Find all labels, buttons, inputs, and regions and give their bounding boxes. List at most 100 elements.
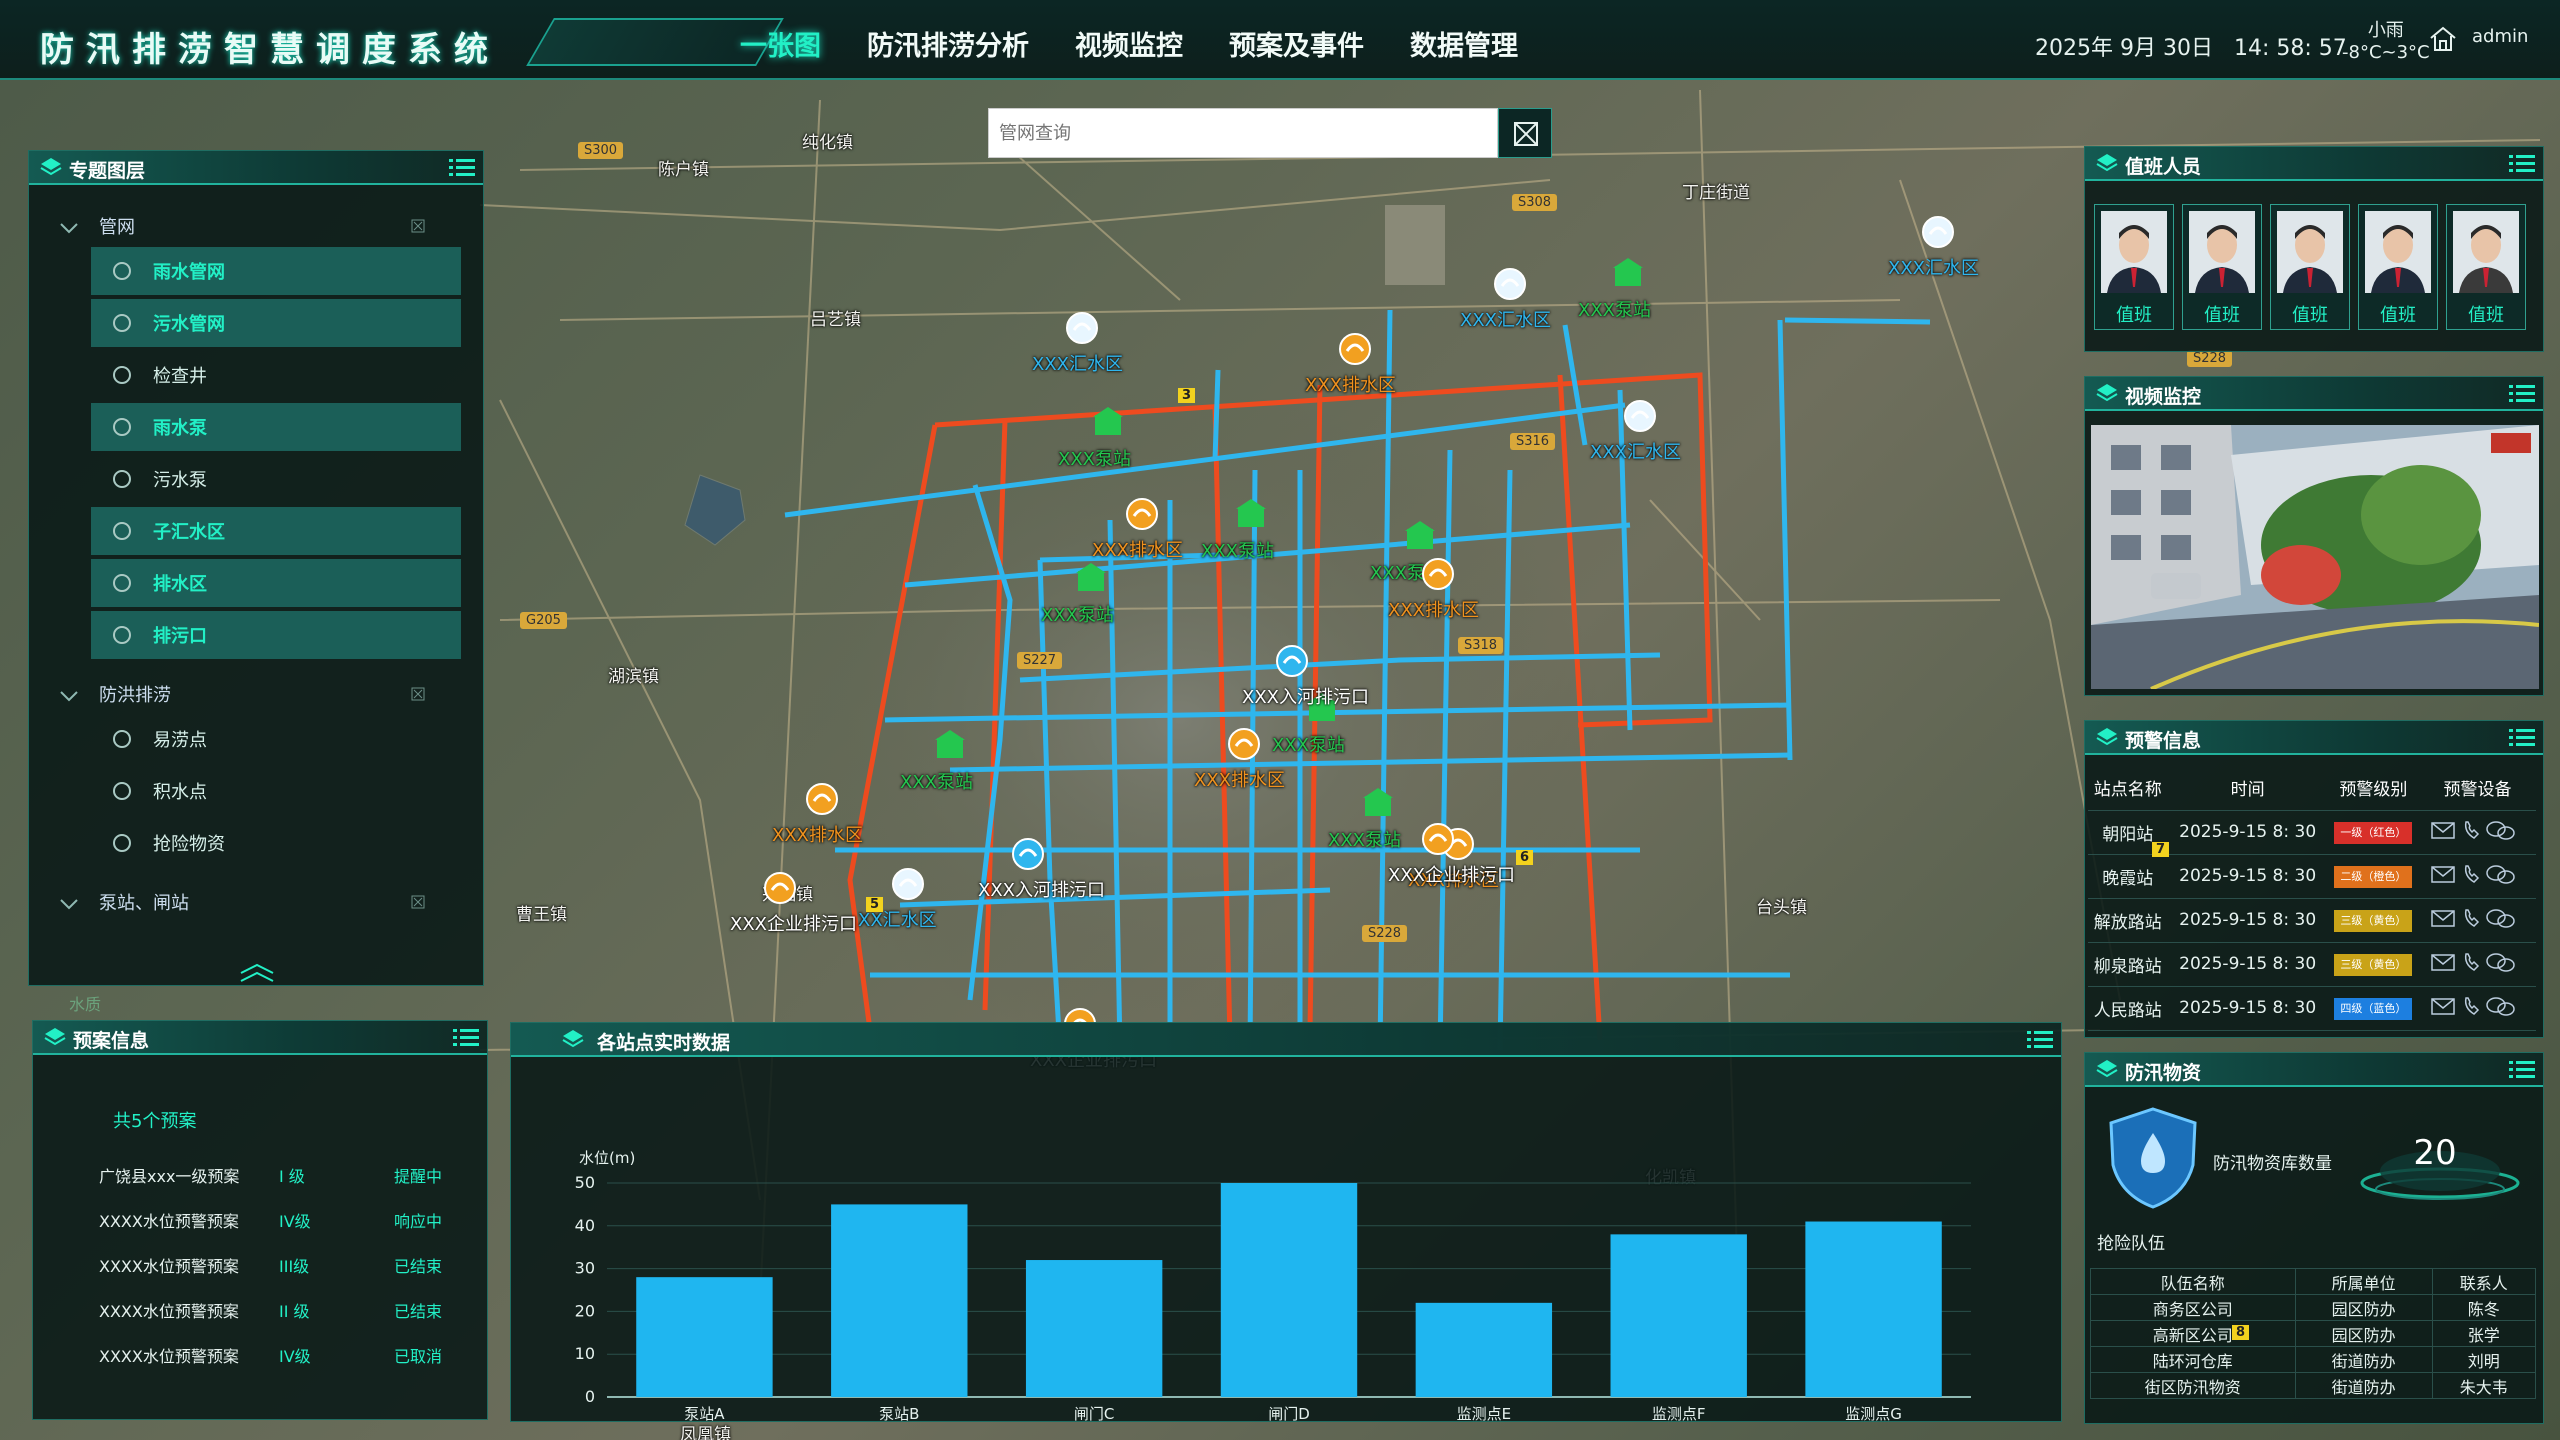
warning-row[interactable]: 朝阳站 2025-9-15 8: 30 一级（红色） <box>2088 810 2536 855</box>
menu-icon[interactable] <box>449 158 475 178</box>
bar[interactable] <box>636 1277 773 1397</box>
map-marker[interactable] <box>1420 821 1456 857</box>
search-input[interactable] <box>989 109 1495 157</box>
map-marker[interactable] <box>1233 497 1269 533</box>
bar[interactable] <box>1220 1183 1358 1397</box>
duty-person-card[interactable]: 值班 <box>2182 204 2262 330</box>
video-feed[interactable] <box>2091 425 2539 689</box>
layer-item[interactable]: 污水管网 <box>91 299 461 347</box>
wechat-icon[interactable] <box>2485 952 2515 972</box>
map-marker[interactable] <box>1622 398 1658 434</box>
map-marker[interactable] <box>1124 496 1160 532</box>
map-marker[interactable] <box>1420 556 1456 592</box>
map-marker[interactable] <box>932 728 968 764</box>
menu-icon[interactable] <box>453 1028 479 1048</box>
stock-ring <box>2360 1151 2520 1200</box>
map-marker[interactable] <box>804 781 840 817</box>
duty-person-card[interactable]: 值班 <box>2446 204 2526 330</box>
wechat-icon[interactable] <box>2485 908 2515 928</box>
plan-row[interactable]: XXXX水位预警预案 II 级 已结束 <box>99 1298 459 1328</box>
map-marker[interactable] <box>1402 519 1438 555</box>
map-marker[interactable] <box>1010 836 1046 872</box>
bar[interactable] <box>1610 1234 1747 1397</box>
layer-group-2[interactable]: 泵站、闸站 <box>29 889 485 919</box>
map-marker[interactable] <box>1073 561 1109 597</box>
map-marker[interactable] <box>1304 691 1340 727</box>
team-row[interactable]: 街区防汛物资 街道防办 朱大韦 <box>2090 1372 2537 1399</box>
team-row[interactable]: 商务区公司 园区防办 陈冬 <box>2090 1294 2537 1321</box>
duty-person-card[interactable]: 值班 <box>2094 204 2174 330</box>
plan-row[interactable]: XXXX水位预警预案 IV级 已取消 <box>99 1343 459 1373</box>
nav-data-management[interactable]: 数据管理 <box>1410 31 1518 62</box>
map-marker[interactable] <box>1337 331 1373 367</box>
plan-row[interactable]: 广饶县xxx一级预案 I 级 提醒中 <box>99 1163 459 1193</box>
bar[interactable] <box>831 1204 968 1397</box>
mail-icon[interactable] <box>2430 997 2455 1015</box>
map-marker[interactable] <box>1610 256 1646 292</box>
wechat-icon[interactable] <box>2485 820 2515 840</box>
nav-flood-analysis[interactable]: 防汛排涝分析 <box>867 31 1029 62</box>
layer-item[interactable]: 易涝点 <box>91 715 461 763</box>
layer-item[interactable]: 雨水泵 <box>91 403 461 451</box>
duty-person-card[interactable]: 值班 <box>2270 204 2350 330</box>
team-row[interactable]: 陆环河仓库 街道防办 刘明 <box>2090 1346 2537 1373</box>
menu-icon[interactable] <box>2509 728 2535 748</box>
layer-item[interactable]: 排污口 <box>91 611 461 659</box>
map-marker[interactable] <box>890 866 926 902</box>
layer-group-0[interactable]: 管网 <box>29 213 485 243</box>
search-button[interactable] <box>1498 108 1552 158</box>
wechat-icon[interactable] <box>2485 996 2515 1016</box>
phone-icon[interactable] <box>2464 820 2479 839</box>
layer-item[interactable]: 雨水管网 <box>91 247 461 295</box>
team-row[interactable]: 高新区公司 园区防办 张学 <box>2090 1320 2537 1347</box>
mail-icon[interactable] <box>2430 953 2455 971</box>
phone-icon[interactable] <box>2464 952 2479 971</box>
phone-icon[interactable] <box>2464 908 2479 927</box>
layer-item[interactable]: 污水泵 <box>91 455 461 503</box>
layer-item[interactable]: 抢险物资 <box>91 819 461 867</box>
duty-person-card[interactable]: 值班 <box>2358 204 2438 330</box>
menu-icon[interactable] <box>2509 154 2535 174</box>
wechat-icon[interactable] <box>2485 864 2515 884</box>
warning-row[interactable]: 柳泉路站 2025-9-15 8: 30 三级（黄色） <box>2088 942 2536 987</box>
mail-icon[interactable] <box>2430 909 2455 927</box>
layer-item[interactable]: 子汇水区 <box>91 507 461 555</box>
phone-icon[interactable] <box>2464 864 2479 883</box>
layer-group-1[interactable]: 防洪排涝 <box>29 681 485 711</box>
plan-row[interactable]: XXXX水位预警预案 III级 已结束 <box>99 1253 459 1283</box>
map-marker[interactable] <box>762 870 798 906</box>
map-marker[interactable] <box>1226 726 1262 762</box>
map-marker[interactable] <box>1492 266 1528 302</box>
nav-plans-events[interactable]: 预案及事件 <box>1229 31 1364 62</box>
warning-row[interactable]: 人民路站 2025-9-15 8: 30 四级（蓝色） <box>2088 986 2536 1031</box>
mail-icon[interactable] <box>2430 865 2455 883</box>
bar[interactable] <box>1415 1302 1553 1397</box>
map-marker[interactable] <box>1360 786 1396 822</box>
menu-icon[interactable] <box>2509 1060 2535 1080</box>
layer-item[interactable]: 积水点 <box>91 767 461 815</box>
map-marker[interactable] <box>1274 643 1310 679</box>
menu-icon[interactable] <box>2509 384 2535 404</box>
bar[interactable] <box>1025 1260 1163 1397</box>
bar[interactable] <box>1805 1221 1942 1397</box>
plan-row[interactable]: XXXX水位预警预案 IV级 响应中 <box>99 1208 459 1238</box>
phone-icon[interactable] <box>2464 996 2479 1015</box>
mail-icon[interactable] <box>2430 821 2455 839</box>
supplies-panel-header: 防汛物资 <box>2085 1053 2543 1087</box>
map-marker[interactable] <box>1090 405 1126 441</box>
x-tick-label: 泵站A <box>684 1405 725 1423</box>
layer-item[interactable]: 检查井 <box>91 351 461 399</box>
menu-icon[interactable] <box>2027 1030 2053 1050</box>
nav-one-map[interactable]: 一张图 <box>740 31 821 62</box>
layer-item-label: 污水管网 <box>153 314 225 335</box>
chevron-up-icon[interactable] <box>237 963 277 985</box>
layer-item[interactable]: 排水区 <box>91 559 461 607</box>
map-marker[interactable] <box>1920 214 1956 250</box>
home-icon[interactable] <box>2428 24 2458 54</box>
warning-row[interactable]: 晚霞站 2025-9-15 8: 30 二级（橙色） <box>2088 854 2536 899</box>
user-name[interactable]: admin <box>2472 26 2529 47</box>
plan-status: 已取消 <box>394 1347 443 1366</box>
nav-video-monitor[interactable]: 视频监控 <box>1075 31 1183 62</box>
warning-row[interactable]: 解放路站 2025-9-15 8: 30 三级（黄色） <box>2088 898 2536 943</box>
map-marker[interactable] <box>1064 310 1100 346</box>
